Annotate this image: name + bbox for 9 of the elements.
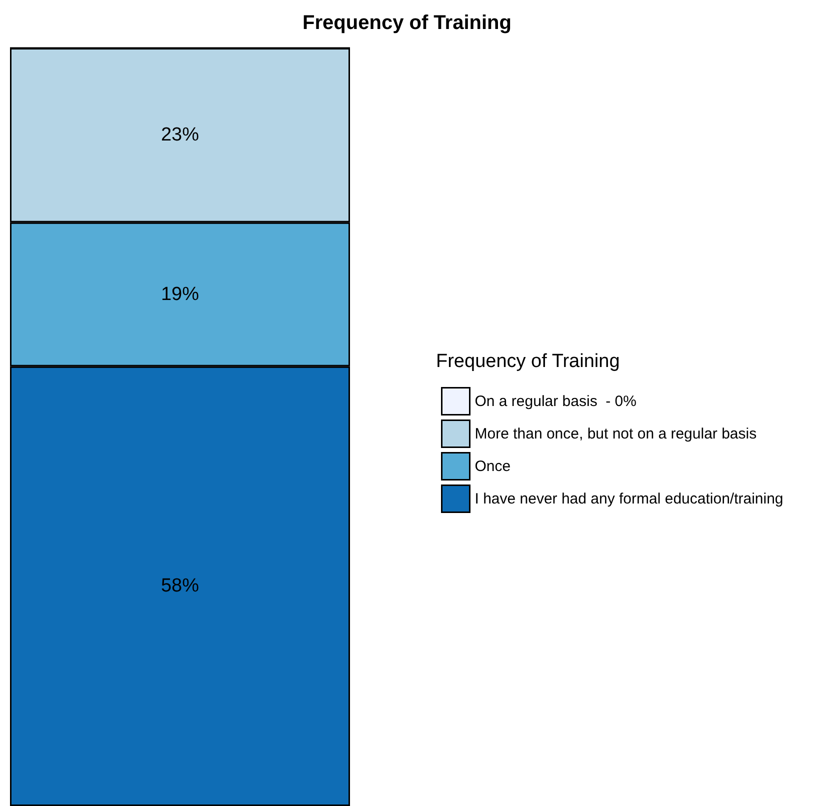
legend-label: Once: [474, 458, 511, 475]
data-label: 19%: [160, 284, 200, 305]
legend-title: Frequency of Training: [436, 351, 620, 372]
text: Frequency of Training: [302, 12, 512, 34]
data-label: 58%: [160, 576, 200, 597]
legend-label: I have never had any formal education/training: [474, 490, 784, 508]
legend-label: On a regular basis - 0%: [474, 392, 636, 410]
legend-label: More than once, but not on a regular basis: [474, 425, 757, 442]
data-label: 23%: [160, 124, 200, 146]
